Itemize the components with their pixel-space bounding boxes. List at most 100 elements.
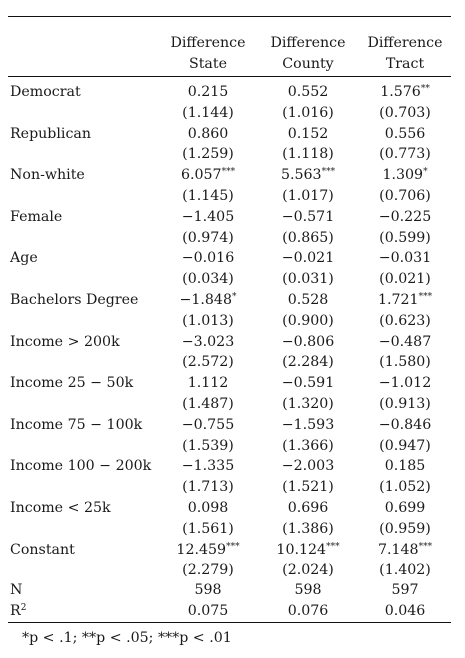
- coefficient-value: −0.591: [281, 375, 335, 392]
- standard-error-cell: (0.021): [379, 271, 431, 288]
- significance-footnote: *p < .1; **p < .05; ***p < .01: [22, 630, 232, 646]
- coefficient-value: 12.459: [176, 541, 227, 558]
- table-row-standard-error: (0.034) (0.031) (0.021): [0, 269, 465, 290]
- table-row-coefficient: Age −0.016 −0.021 −0.031: [0, 248, 465, 269]
- table-row-standard-error: (2.572) (2.284) (1.580): [0, 352, 465, 373]
- statistic-label-text: R: [10, 603, 21, 619]
- standard-error-cell: (1.402): [379, 562, 431, 579]
- coefficient-value: −0.487: [378, 333, 432, 350]
- statistic-label: N: [10, 580, 22, 601]
- variable-label: Age: [10, 250, 38, 267]
- standard-error-cell: (1.521): [282, 479, 334, 496]
- standard-error-cell: (1.713): [182, 479, 234, 496]
- standard-error-cell: (0.706): [379, 188, 431, 204]
- standard-error-cell: (0.913): [379, 396, 431, 412]
- column-header-tract: Difference Tract: [355, 33, 455, 75]
- coefficient-value: 1.112: [187, 375, 229, 392]
- significance-stars: *: [423, 167, 428, 178]
- coefficient-cell: −3.023: [158, 332, 258, 353]
- top-rule: [8, 16, 451, 18]
- standard-error-cell: (1.017): [282, 188, 334, 204]
- coefficient-value: −1.335: [181, 458, 235, 475]
- table-row-standard-error: (1.013) (0.900) (0.623): [0, 311, 465, 332]
- coefficient-value: 0.098: [187, 500, 229, 516]
- coefficient-cell: −0.755: [158, 415, 258, 436]
- standard-error-cell: (1.118): [282, 146, 334, 163]
- coefficient-cell: −2.003: [258, 456, 358, 477]
- variable-label: Republican: [10, 125, 91, 142]
- standard-error-cell: (0.947): [379, 437, 431, 454]
- coefficient-value: 0.152: [287, 125, 329, 142]
- table-row-standard-error: (1.259) (1.118) (0.773): [0, 144, 465, 165]
- table-row-standard-error: (1.539) (1.366) (0.947): [0, 436, 465, 457]
- variable-label: Income 100 − 200k: [10, 458, 152, 475]
- coefficient-cell: −0.016: [158, 248, 258, 269]
- column-header-line2: County: [282, 56, 334, 72]
- column-header-line2: State: [189, 56, 227, 72]
- bottom-rule: [8, 622, 451, 624]
- table-row-coefficient: Income 25 − 50k 1.112 −0.591 −1.012: [0, 373, 465, 394]
- statistic-value: 598: [194, 582, 222, 599]
- variable-label: Female: [10, 208, 63, 225]
- coefficient-cell: −1.848*: [158, 290, 258, 311]
- coefficient-cell: 1.576**: [355, 82, 455, 103]
- standard-error-cell: (0.773): [379, 146, 431, 163]
- column-header-line1: Difference: [270, 35, 346, 51]
- standard-error-cell: (0.031): [282, 271, 334, 288]
- table-row-standard-error: (1.713) (1.521) (1.052): [0, 477, 465, 498]
- standard-error-cell: (1.259): [182, 146, 234, 163]
- variable-label: Income > 200k: [10, 333, 120, 350]
- significance-stars: ***: [321, 167, 336, 178]
- table-row-coefficient: Income 100 − 200k −1.335 −2.003 0.185: [0, 456, 465, 477]
- table-row-standard-error: (1.487) (1.320) (0.913): [0, 394, 465, 415]
- coefficient-cell: 0.185: [355, 456, 455, 477]
- statistic-value: 0.076: [287, 603, 329, 619]
- standard-error-cell: (2.284): [282, 354, 334, 371]
- coefficient-cell: 1.721***: [355, 290, 455, 311]
- standard-error-cell: (0.959): [379, 520, 431, 537]
- coefficient-value: −0.846: [378, 416, 432, 433]
- coefficient-value: −1.012: [378, 375, 432, 392]
- coefficient-cell: 0.552: [258, 82, 358, 103]
- standard-error-cell: (1.366): [282, 437, 334, 454]
- coefficient-cell: 0.860: [158, 124, 258, 145]
- coefficient-cell: 10.124***: [258, 540, 358, 561]
- coefficient-cell: 0.699: [355, 498, 455, 519]
- table-row-coefficient: Non-white 6.057*** 5.563*** 1.309*: [0, 165, 465, 186]
- table-row-coefficient: Income < 25k 0.098 0.696 0.699: [0, 498, 465, 519]
- coefficient-cell: −0.031: [355, 248, 455, 269]
- column-header-state: Difference State: [158, 33, 258, 75]
- header-rule: [8, 76, 451, 77]
- coefficient-cell: 0.152: [258, 124, 358, 145]
- coefficient-cell: 6.057***: [158, 165, 258, 186]
- table-row-statistic: N 598 598 597: [0, 580, 465, 601]
- standard-error-cell: (1.145): [182, 188, 234, 204]
- table-row-coefficient: Republican 0.860 0.152 0.556: [0, 124, 465, 145]
- coefficient-value: −0.021: [281, 250, 335, 267]
- coefficient-value: 0.552: [287, 84, 329, 100]
- coefficient-value: −0.806: [281, 333, 335, 350]
- variable-label: Bachelors Degree: [10, 292, 139, 308]
- coefficient-value: −0.031: [378, 250, 432, 267]
- column-header-line1: Difference: [367, 35, 443, 51]
- coefficient-cell: 0.098: [158, 498, 258, 519]
- statistic-value: 0.046: [384, 603, 426, 619]
- table-row-coefficient: Bachelors Degree −1.848* 0.528 1.721***: [0, 290, 465, 311]
- statistic-value: 0.075: [187, 603, 229, 619]
- significance-stars: ***: [418, 292, 433, 302]
- coefficient-cell: −0.591: [258, 373, 358, 394]
- table-row-coefficient: Constant 12.459*** 10.124*** 7.148***: [0, 540, 465, 561]
- coefficient-value: −0.571: [281, 208, 335, 225]
- coefficient-cell: −0.806: [258, 332, 358, 353]
- standard-error-cell: (1.580): [379, 354, 431, 371]
- table-row-coefficient: Female −1.405 −0.571 −0.225: [0, 207, 465, 228]
- variable-label: Income 25 − 50k: [10, 375, 134, 392]
- table-row-coefficient: Income 75 − 100k −0.755 −1.593 −0.846: [0, 415, 465, 436]
- coefficient-value: 0.528: [287, 292, 329, 308]
- standard-error-cell: (1.320): [282, 396, 334, 412]
- statistic-value: 597: [391, 582, 419, 599]
- statistic-label-text: N: [10, 582, 23, 599]
- standard-error-cell: (0.703): [379, 104, 431, 121]
- coefficient-value: 0.185: [384, 458, 426, 475]
- coefficient-value: −1.848: [179, 292, 232, 308]
